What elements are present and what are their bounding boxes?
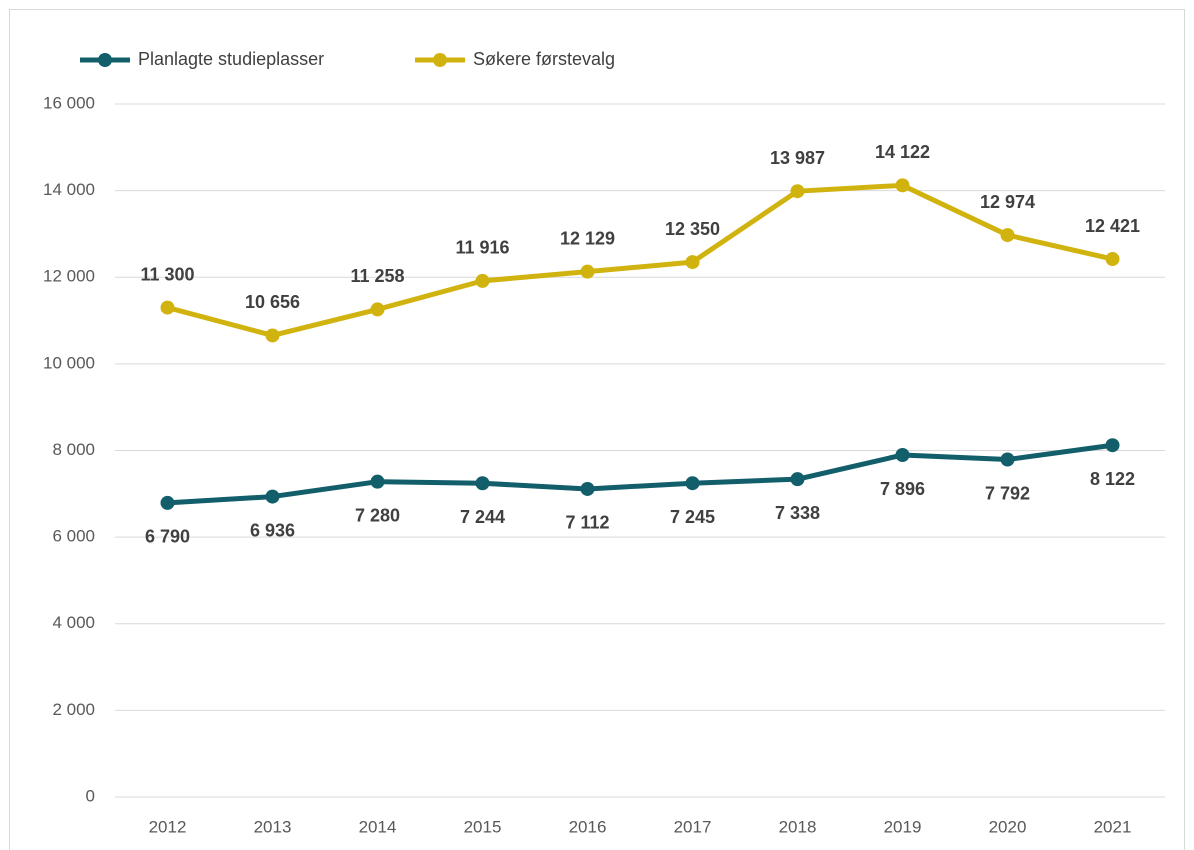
data-point bbox=[370, 474, 385, 489]
data-label: 8 122 bbox=[1090, 469, 1135, 489]
data-label: 12 129 bbox=[560, 228, 615, 248]
y-tick-label: 2 000 bbox=[52, 700, 95, 719]
data-label: 11 916 bbox=[455, 238, 509, 258]
x-tick-label: 2019 bbox=[884, 817, 922, 836]
data-label: 6 936 bbox=[250, 520, 295, 540]
data-point bbox=[895, 448, 910, 463]
data-point bbox=[685, 476, 700, 491]
series-line bbox=[166, 182, 1114, 338]
data-label: 14 122 bbox=[875, 142, 930, 162]
data-point bbox=[685, 255, 700, 270]
data-label: 7 280 bbox=[355, 505, 400, 525]
data-point bbox=[370, 302, 385, 317]
data-point bbox=[475, 273, 490, 288]
data-label: 6 790 bbox=[145, 527, 190, 547]
data-point bbox=[580, 264, 595, 279]
y-tick-label: 16 000 bbox=[43, 93, 95, 112]
data-point bbox=[790, 184, 805, 199]
data-label: 7 792 bbox=[985, 483, 1030, 503]
data-label: 7 896 bbox=[880, 479, 925, 499]
legend-label: Planlagte studieplasser bbox=[138, 49, 324, 69]
x-tick-label: 2015 bbox=[464, 817, 502, 836]
y-tick-label: 4 000 bbox=[52, 613, 95, 632]
data-point bbox=[265, 489, 280, 504]
data-point bbox=[1000, 228, 1015, 243]
data-label: 12 350 bbox=[665, 219, 720, 239]
data-label: 7 338 bbox=[775, 503, 820, 523]
data-label: 7 244 bbox=[460, 507, 505, 527]
data-point bbox=[475, 476, 490, 491]
x-tick-label: 2021 bbox=[1094, 817, 1132, 836]
y-tick-label: 0 bbox=[86, 786, 95, 805]
x-tick-label: 2017 bbox=[674, 817, 712, 836]
y-tick-label: 10 000 bbox=[43, 353, 95, 372]
data-label: 13 987 bbox=[770, 148, 825, 168]
x-tick-label: 2016 bbox=[569, 817, 607, 836]
data-label: 11 258 bbox=[350, 266, 404, 286]
data-point bbox=[580, 481, 595, 496]
chart-border bbox=[9, 9, 1185, 850]
series-line bbox=[167, 442, 1113, 506]
data-point bbox=[790, 472, 805, 487]
legend-marker bbox=[98, 53, 112, 67]
data-point bbox=[160, 300, 175, 315]
data-point bbox=[1105, 252, 1120, 267]
y-tick-label: 8 000 bbox=[52, 440, 95, 459]
data-label: 10 656 bbox=[245, 292, 300, 312]
x-tick-label: 2014 bbox=[359, 817, 397, 836]
y-tick-label: 12 000 bbox=[43, 267, 95, 286]
data-point bbox=[895, 178, 910, 193]
y-tick-label: 14 000 bbox=[43, 180, 95, 199]
data-point bbox=[265, 328, 280, 343]
data-point bbox=[1000, 452, 1015, 467]
x-tick-label: 2020 bbox=[989, 817, 1027, 836]
x-tick-label: 2013 bbox=[254, 817, 292, 836]
x-tick-label: 2012 bbox=[149, 817, 187, 836]
y-tick-label: 6 000 bbox=[52, 527, 95, 546]
x-tick-label: 2018 bbox=[779, 817, 817, 836]
data-label: 11 300 bbox=[140, 264, 194, 284]
legend-label: Søkere førstevalg bbox=[473, 49, 615, 69]
data-label: 7 245 bbox=[670, 507, 715, 527]
data-label: 7 112 bbox=[565, 513, 609, 533]
data-label: 12 974 bbox=[980, 192, 1035, 212]
legend-marker bbox=[433, 53, 447, 67]
data-point bbox=[1105, 438, 1120, 453]
data-point bbox=[160, 495, 175, 510]
data-label: 12 421 bbox=[1085, 216, 1140, 236]
